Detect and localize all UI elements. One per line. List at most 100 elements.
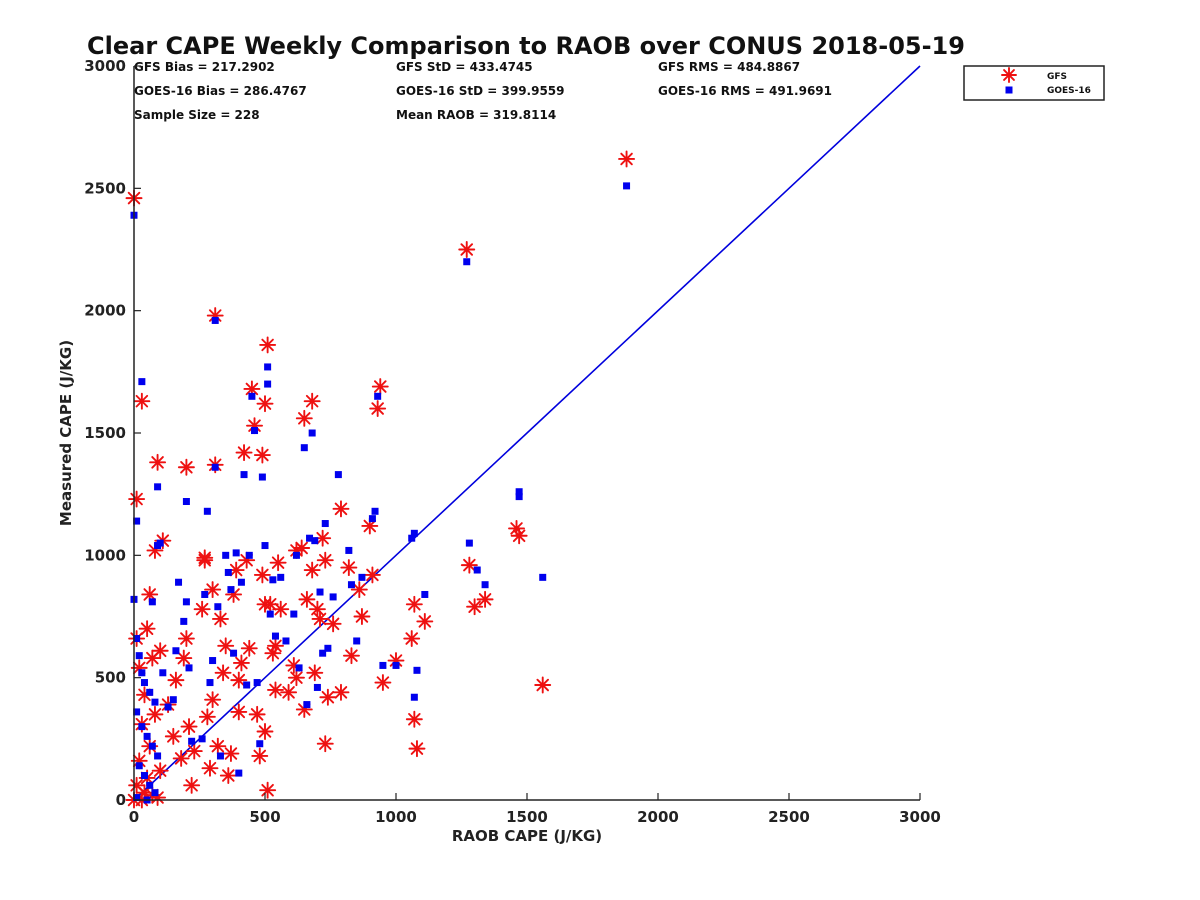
series-gfs [125, 150, 636, 809]
gfs-point [269, 554, 287, 572]
gfs-point [259, 336, 277, 354]
goes16-point [345, 546, 353, 554]
goes16-point [303, 701, 311, 709]
gfs-point [253, 566, 271, 584]
goes16-point [143, 732, 151, 740]
x-tick-label: 1500 [506, 808, 548, 826]
goes16-point [300, 444, 308, 452]
gfs-point [151, 642, 169, 660]
goes16-point [140, 772, 148, 780]
gfs-point [217, 637, 235, 655]
goes16-point [277, 573, 285, 581]
gfs-point [267, 681, 284, 699]
data-points [125, 150, 636, 809]
goes16-point [324, 644, 332, 652]
x-tick-label: 2000 [637, 808, 679, 826]
goes16-point [463, 258, 471, 266]
y-tick-label: 500 [95, 669, 126, 687]
goes16-point [151, 698, 159, 706]
goes16-point [271, 632, 279, 640]
goes16-point [308, 429, 316, 437]
goes16-point [154, 483, 162, 491]
goes16-point [465, 539, 473, 547]
gfs-point [256, 395, 274, 413]
x-tick-label: 0 [129, 808, 139, 826]
gfs-point [201, 759, 219, 777]
goes16-point [515, 488, 523, 496]
goes16-point [148, 598, 156, 606]
gfs-point [343, 647, 360, 665]
goes16-point [253, 679, 261, 687]
gfs-point [416, 612, 434, 630]
gfs-point [164, 727, 182, 745]
gfs-point [185, 742, 203, 760]
gfs-point [408, 740, 426, 758]
goes16-point [358, 573, 366, 581]
y-tick-label: 2500 [84, 179, 126, 197]
gfs-point [618, 150, 636, 168]
goes16-point [235, 769, 243, 777]
legend: GFS GOES-16 [963, 65, 1105, 101]
goes16-point [266, 610, 274, 618]
goes16-point [133, 708, 141, 716]
gfs-point [460, 556, 478, 574]
stat-text: GOES-16 StD = 399.9559 [396, 84, 565, 98]
gfs-point [149, 453, 167, 471]
goes16-point [334, 471, 342, 479]
stat-text: Sample Size = 228 [134, 108, 260, 122]
goes16-point [151, 789, 159, 797]
gfs-point [151, 762, 169, 780]
x-tick-label: 500 [249, 808, 280, 826]
gfs-point [253, 446, 271, 464]
gfs-point [298, 590, 316, 608]
goes16-point [316, 588, 324, 596]
gfs-point [405, 595, 423, 613]
goes16-point [245, 551, 253, 559]
goes16-point [292, 551, 300, 559]
gfs-point [534, 676, 552, 694]
gfs-point [183, 776, 201, 794]
goes16-point [209, 657, 217, 665]
goes16-point [222, 551, 230, 559]
goes16-point [282, 637, 290, 645]
goes16-point [539, 573, 547, 581]
gfs-point [319, 688, 337, 706]
goes16-point [623, 182, 631, 190]
gfs-point [230, 703, 248, 721]
gfs-point [340, 559, 358, 577]
goes16-point [211, 463, 219, 471]
goes16-point [410, 693, 418, 701]
y-tick-label: 1500 [84, 424, 126, 442]
goes16-point [169, 696, 177, 704]
x-axis-label: RAOB CAPE (J/KG) [452, 827, 602, 845]
gfs-point [353, 608, 371, 625]
gfs-point [476, 590, 494, 608]
goes16-point [248, 392, 256, 400]
goes16-point [371, 507, 379, 515]
gfs-point [259, 781, 277, 799]
gfs-point [306, 664, 324, 682]
goes16-point [321, 520, 329, 528]
stats-block: GFS Bias = 217.2902 GFS StD = 433.4745 GFS… [134, 60, 832, 122]
goes16-point [306, 534, 314, 542]
goes16-point [264, 380, 272, 388]
gfs-point [177, 630, 195, 647]
gfs-point [177, 458, 195, 476]
goes16-point [180, 617, 188, 625]
goes16-point [269, 576, 277, 584]
legend-label-gfs: GFS [1047, 72, 1067, 82]
goes16-point [146, 781, 154, 789]
gfs-point [251, 747, 269, 765]
goes16-point [159, 669, 167, 677]
goes16-point [410, 529, 418, 537]
gfs-point [193, 600, 211, 618]
goes16-point [261, 542, 269, 550]
goes16-point [230, 649, 238, 657]
gfs-point [246, 417, 263, 435]
gfs-point [204, 581, 222, 599]
gfs-point [256, 723, 274, 740]
goes16-point [138, 669, 146, 677]
y-axis-label: Measured CAPE (J/KG) [57, 340, 75, 526]
goes16-point [198, 735, 206, 743]
